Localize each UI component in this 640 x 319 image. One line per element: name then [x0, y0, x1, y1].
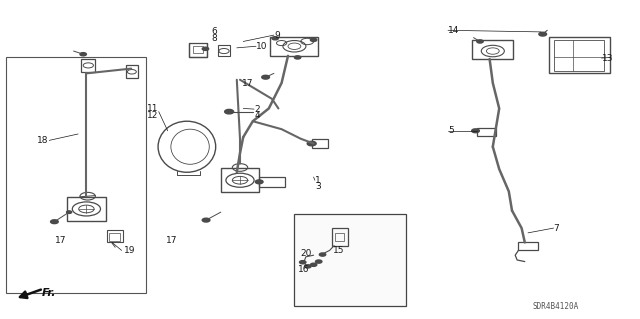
Bar — [6, 57, 146, 293]
Circle shape — [51, 220, 58, 224]
Bar — [332, 228, 348, 246]
Text: 19: 19 — [124, 246, 135, 255]
Bar — [554, 40, 604, 71]
Bar — [218, 45, 230, 56]
Circle shape — [225, 109, 234, 114]
Bar — [109, 233, 120, 241]
Circle shape — [300, 261, 306, 264]
Bar — [67, 197, 106, 221]
Text: 4: 4 — [254, 111, 260, 120]
Bar — [335, 233, 344, 241]
Text: 14: 14 — [448, 26, 460, 35]
Text: 18: 18 — [36, 136, 48, 145]
Bar — [518, 242, 538, 250]
Bar — [193, 46, 203, 53]
Text: 9: 9 — [274, 31, 280, 40]
Circle shape — [310, 263, 317, 266]
Circle shape — [472, 129, 479, 133]
Text: 8: 8 — [212, 34, 218, 43]
Circle shape — [305, 265, 311, 268]
Bar — [549, 37, 610, 73]
Circle shape — [316, 260, 322, 263]
Text: 6: 6 — [212, 27, 218, 36]
Text: 7: 7 — [554, 224, 559, 233]
Circle shape — [202, 47, 209, 50]
Text: 15: 15 — [333, 246, 344, 255]
Text: 2: 2 — [254, 105, 260, 114]
Text: 5: 5 — [448, 126, 454, 135]
Text: Fr.: Fr. — [42, 288, 56, 298]
Circle shape — [294, 56, 301, 59]
Bar — [189, 43, 207, 57]
Text: 10: 10 — [256, 42, 268, 51]
Text: 1: 1 — [315, 176, 321, 185]
Bar — [81, 59, 95, 72]
Text: 20: 20 — [300, 249, 312, 258]
Circle shape — [477, 40, 483, 43]
Text: SDR4B4120A: SDR4B4120A — [532, 302, 579, 311]
Circle shape — [272, 37, 278, 40]
Circle shape — [67, 211, 72, 213]
Text: 12: 12 — [147, 111, 159, 120]
Bar — [221, 168, 259, 192]
Circle shape — [255, 180, 263, 184]
Circle shape — [262, 75, 269, 79]
Circle shape — [310, 38, 317, 41]
Bar — [472, 40, 513, 59]
Text: 3: 3 — [315, 182, 321, 191]
Bar — [107, 230, 123, 242]
Bar — [312, 139, 328, 148]
Bar — [259, 177, 285, 187]
Circle shape — [80, 53, 86, 56]
Text: 17: 17 — [55, 236, 67, 245]
Circle shape — [202, 218, 210, 222]
Text: 13: 13 — [602, 54, 613, 63]
Circle shape — [539, 32, 547, 36]
Bar — [270, 37, 318, 56]
Circle shape — [307, 141, 316, 146]
Text: 17: 17 — [166, 236, 177, 245]
Bar — [126, 65, 138, 78]
Bar — [477, 128, 496, 136]
Text: 16: 16 — [298, 265, 310, 274]
Text: 17: 17 — [242, 79, 253, 88]
Text: 11: 11 — [147, 104, 159, 113]
Bar — [294, 214, 406, 306]
Circle shape — [319, 253, 326, 256]
